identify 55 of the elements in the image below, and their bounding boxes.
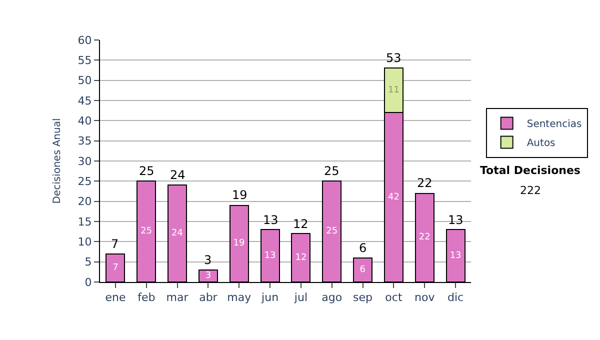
total-label: 12: [293, 217, 308, 231]
y-tick-label: 10: [78, 236, 92, 249]
total-label: 25: [324, 164, 340, 178]
x-tick-label: mar: [166, 291, 189, 304]
data-label: 6: [360, 264, 366, 275]
data-label: 7: [112, 262, 118, 273]
legend-label: Autos: [526, 138, 556, 150]
x-tick-label: oct: [385, 291, 403, 304]
total-label: 13: [448, 213, 464, 227]
y-tick-label: 45: [78, 94, 92, 108]
data-label: 22: [418, 232, 430, 243]
text: 222: [520, 184, 541, 197]
data-label: 19: [233, 238, 245, 249]
total-label: 3: [204, 253, 212, 267]
total-label: 25: [139, 164, 154, 178]
x-tick-label: may: [227, 291, 252, 304]
data-label: 11: [388, 85, 400, 96]
y-tick-label: 60: [78, 34, 92, 47]
y-tick-label: 25: [78, 175, 92, 188]
y-tick-label: 15: [78, 215, 92, 228]
y-tick-label: 5: [84, 256, 92, 269]
total-label: 24: [170, 168, 186, 182]
total-label: 53: [386, 51, 402, 65]
y-tick-label: 20: [78, 195, 92, 208]
x-tick-label: jun: [260, 291, 279, 304]
data-label: 3: [205, 270, 212, 281]
total-label: 19: [232, 188, 248, 202]
x-tick-label: ene: [105, 291, 126, 304]
data-label: 42: [388, 192, 400, 202]
x-tick-label: ago: [322, 291, 342, 304]
y-tick-label: 0: [84, 276, 92, 289]
data-label: 25: [140, 226, 152, 237]
total-label: 13: [263, 213, 278, 227]
total-label: 22: [417, 176, 432, 190]
x-tick-label: jul: [293, 291, 308, 304]
data-label: 13: [450, 250, 462, 261]
y-tick-label: 50: [78, 74, 92, 88]
y-axis-title: Decisiones Anual: [52, 118, 63, 204]
data-label: 25: [326, 226, 338, 237]
x-tick-label: dic: [447, 291, 464, 304]
data-label: 12: [295, 252, 307, 263]
y-tick-label: 35: [78, 134, 92, 148]
y-tick-label: 40: [78, 114, 92, 128]
text: Total Decisiones: [480, 164, 581, 177]
x-tick-label: feb: [138, 291, 156, 304]
x-tick-label: nov: [414, 291, 436, 304]
data-label: 24: [171, 228, 184, 239]
total-label: 7: [111, 237, 119, 251]
total-label: 6: [359, 241, 367, 255]
data-label: 13: [264, 250, 276, 261]
legend-label: Sentencias: [526, 119, 582, 130]
y-tick-label: 30: [78, 154, 92, 168]
x-tick-label: abr: [199, 291, 218, 304]
y-tick-label: 55: [78, 54, 92, 68]
x-tick-label: sep: [353, 291, 373, 304]
